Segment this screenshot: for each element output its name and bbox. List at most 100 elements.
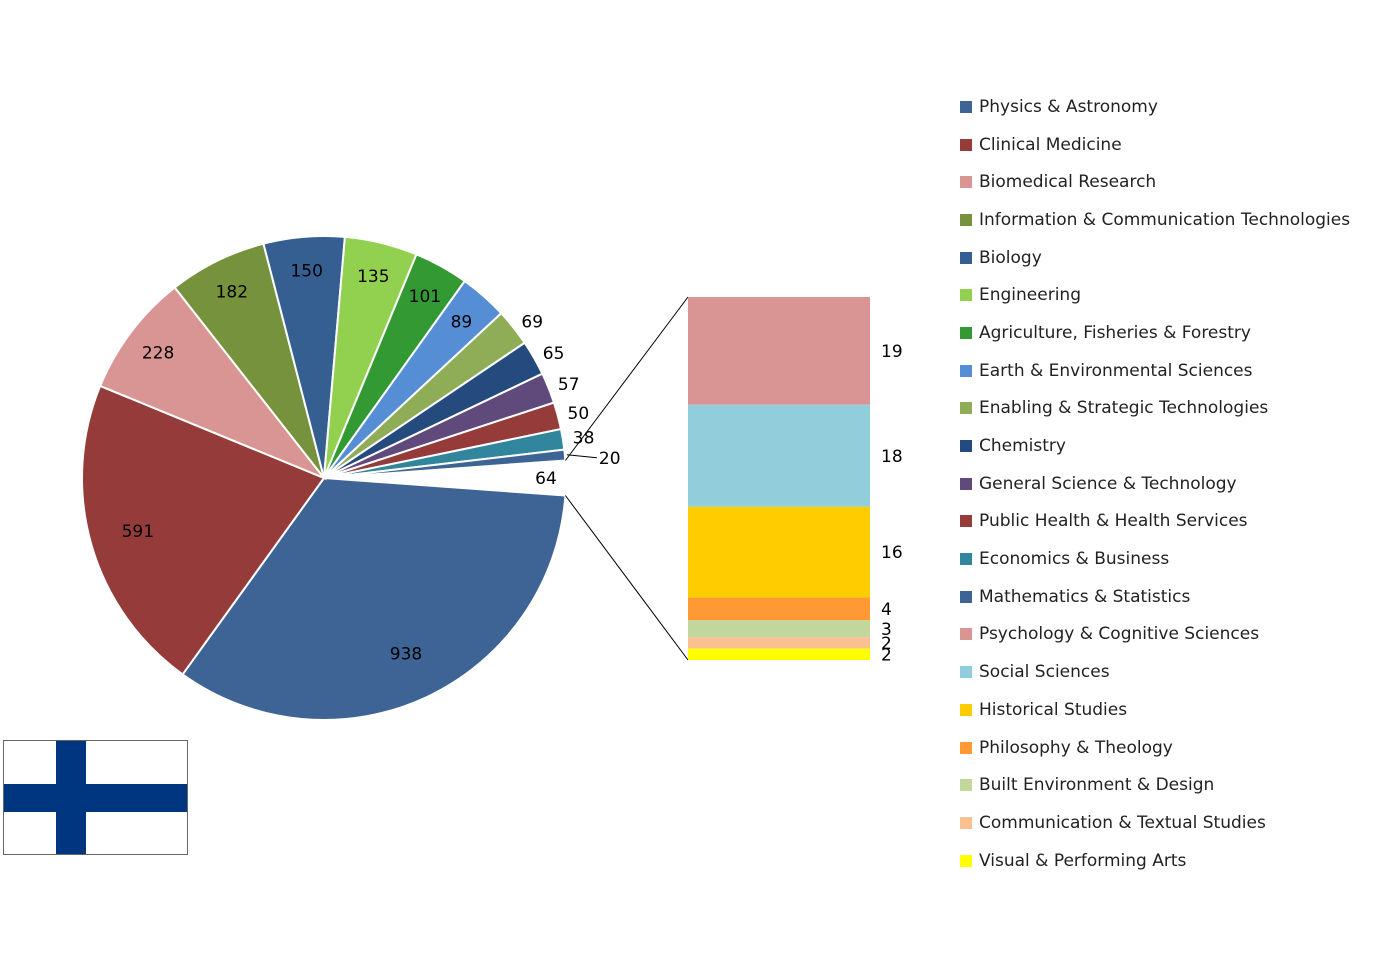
- legend-item-mathematics-and-statistics: Mathematics & Statistics: [960, 578, 1350, 616]
- pie-label-earth-and-environmental-sciences: 89: [451, 313, 473, 333]
- legend-item-enabling-and-strategic-technologies: Enabling & Strategic Technologies: [960, 390, 1350, 428]
- legend-label: Information & Communication Technologies: [979, 209, 1351, 230]
- legend-swatch: [960, 779, 972, 792]
- legend-item-psychology-and-cognitive-sciences: Psychology & Cognitive Sciences: [960, 616, 1350, 654]
- bar-segment-social-sciences: [688, 404, 870, 507]
- legend-item-built-environment-and-design: Built Environment & Design: [960, 766, 1350, 804]
- pie-slice-physics-and-astronomy: [181, 476, 567, 721]
- legend-swatch: [960, 628, 972, 641]
- bar-label-philosophy-and-theology: 4: [881, 600, 892, 620]
- legend-label: Physics & Astronomy: [979, 96, 1158, 117]
- legend-item-physics-and-astronomy: Physics & Astronomy: [960, 88, 1350, 126]
- bar-label-psychology-and-cognitive-sciences: 19: [881, 342, 903, 362]
- legend-item-public-health-and-health-services: Public Health & Health Services: [960, 503, 1350, 541]
- pie-label-clinical-medicine: 591: [122, 522, 154, 542]
- legend-label: General Science & Technology: [979, 473, 1237, 494]
- legend-swatch: [960, 402, 972, 415]
- bar-segment-communication-and-textual-studies: [688, 637, 870, 649]
- leader-line-mathematics-and-statistics: [566, 454, 597, 459]
- bar-segment-historical-studies: [688, 506, 870, 598]
- connector-lines: [564, 296, 689, 661]
- pie-label-enabling-and-strategic-technologies: 69: [521, 312, 543, 332]
- bar-segment-philosophy-and-theology: [688, 597, 870, 621]
- legend-label: Built Environment & Design: [979, 775, 1215, 796]
- flag-cross-horizontal: [4, 784, 187, 812]
- legend-label: Enabling & Strategic Technologies: [979, 398, 1269, 419]
- legend-item-biomedical-research: Biomedical Research: [960, 163, 1350, 201]
- pie-label-other: 64: [535, 469, 557, 489]
- bar-segment-built-environment-and-design: [688, 620, 870, 638]
- bar-label-built-environment-and-design: 3: [881, 620, 892, 640]
- legend-swatch: [960, 251, 972, 264]
- legend-label: Clinical Medicine: [979, 134, 1122, 155]
- legend-label: Psychology & Cognitive Sciences: [979, 624, 1260, 645]
- pie-slice-mathematics-and-statistics: [323, 448, 567, 479]
- pie-label-public-health-and-health-services: 50: [568, 404, 590, 424]
- legend-label: Philosophy & Theology: [979, 737, 1173, 758]
- legend-swatch: [960, 326, 972, 339]
- legend-item-chemistry: Chemistry: [960, 427, 1350, 465]
- legend-item-visual-and-performing-arts: Visual & Performing Arts: [960, 842, 1350, 880]
- bar-label-social-sciences: 18: [881, 447, 903, 467]
- legend-swatch: [960, 553, 972, 566]
- legend-label: Mathematics & Statistics: [979, 586, 1191, 607]
- stacked-bar: [688, 297, 870, 660]
- legend-swatch: [960, 666, 972, 679]
- legend-label: Historical Studies: [979, 699, 1128, 720]
- bar-label-historical-studies: 16: [881, 543, 903, 563]
- legend-label: Earth & Environmental Sciences: [979, 360, 1253, 381]
- legend-item-social-sciences: Social Sciences: [960, 653, 1350, 691]
- legend-swatch: [960, 854, 972, 867]
- connector-line-bottom: [564, 495, 689, 661]
- legend-swatch: [960, 364, 972, 377]
- pie-label-biomedical-research: 228: [142, 343, 174, 363]
- legend-label: Biomedical Research: [979, 172, 1157, 193]
- legend: Physics & Astronomy Clinical Medicine Biom…: [960, 88, 1350, 879]
- legend-label: Economics & Business: [979, 549, 1170, 570]
- legend-swatch: [960, 816, 972, 829]
- pie-label-agriculture-fisheries-and-forestry: 101: [409, 287, 441, 307]
- legend-item-economics-and-business: Economics & Business: [960, 540, 1350, 578]
- legend-item-information-and-communication-technologies: Information & Communication Technologies: [960, 201, 1350, 239]
- flag-cross-vertical: [56, 741, 86, 854]
- legend-item-clinical-medicine: Clinical Medicine: [960, 126, 1350, 164]
- legend-swatch: [960, 440, 972, 453]
- legend-swatch: [960, 703, 972, 716]
- legend-swatch: [960, 515, 972, 528]
- legend-label: Engineering: [979, 285, 1081, 306]
- legend-item-biology: Biology: [960, 239, 1350, 277]
- pie-label-engineering: 135: [357, 267, 389, 287]
- legend-label: Public Health & Health Services: [979, 511, 1248, 532]
- legend-swatch: [960, 741, 972, 754]
- pie-label-chemistry: 65: [543, 344, 565, 364]
- legend-label: Biology: [979, 247, 1042, 268]
- legend-label: Communication & Textual Studies: [979, 812, 1266, 833]
- legend-item-agriculture-fisheries-and-forestry: Agriculture, Fisheries & Forestry: [960, 314, 1350, 352]
- legend-item-philosophy-and-theology: Philosophy & Theology: [960, 729, 1350, 767]
- connector-line-top: [564, 296, 689, 461]
- legend-item-general-science-and-technology: General Science & Technology: [960, 465, 1350, 503]
- legend-item-communication-and-textual-studies: Communication & Textual Studies: [960, 804, 1350, 842]
- pie-label-information-and-communication-technologies: 182: [216, 282, 248, 302]
- legend-swatch: [960, 100, 972, 113]
- pie-label-biology: 150: [290, 262, 322, 282]
- legend-item-historical-studies: Historical Studies: [960, 691, 1350, 729]
- legend-swatch: [960, 138, 972, 151]
- legend-label: Social Sciences: [979, 662, 1110, 683]
- pie-slice-clinical-medicine: [81, 384, 326, 676]
- pie-label-mathematics-and-statistics: 20: [599, 449, 621, 469]
- legend-swatch: [960, 477, 972, 490]
- legend-item-earth-and-environmental-sciences: Earth & Environmental Sciences: [960, 352, 1350, 390]
- legend-swatch: [960, 176, 972, 189]
- legend-label: Agriculture, Fisheries & Forestry: [979, 322, 1251, 343]
- bar-segment-visual-and-performing-arts: [688, 648, 870, 660]
- legend-swatch: [960, 289, 972, 302]
- pie: [81, 235, 567, 721]
- pie-label-physics-and-astronomy: 938: [390, 644, 422, 664]
- pie-slice-biomedical-research: [98, 286, 328, 481]
- legend-swatch: [960, 590, 972, 603]
- legend-label: Visual & Performing Arts: [979, 850, 1187, 871]
- pie-label-general-science-and-technology: 57: [558, 375, 580, 395]
